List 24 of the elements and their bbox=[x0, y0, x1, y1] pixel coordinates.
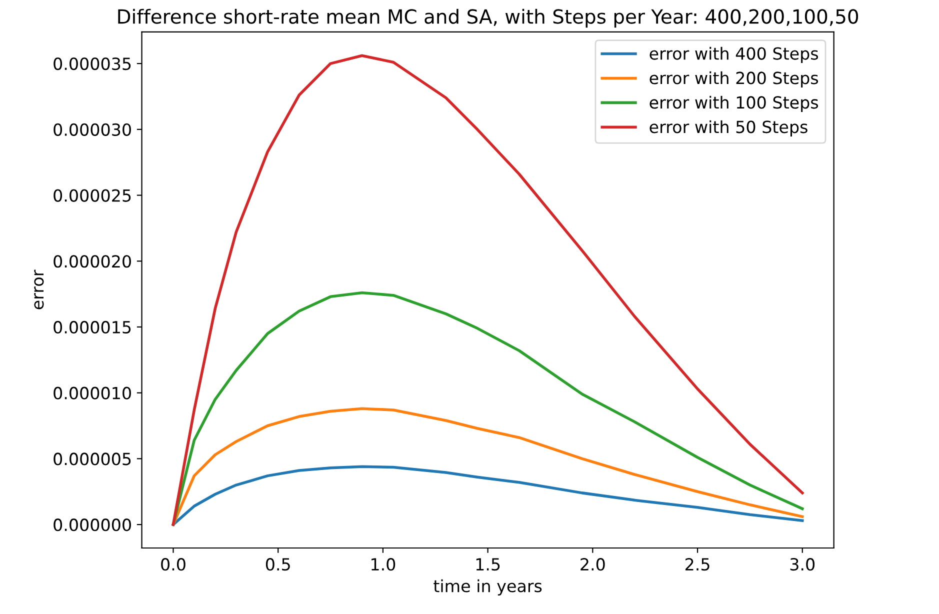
y-axis-title: error bbox=[34, 270, 44, 310]
x-tick-label: 2.0 bbox=[580, 558, 605, 571]
y-tick-label: 0.000020 bbox=[54, 255, 131, 268]
y-tick-label: 0.000005 bbox=[54, 452, 131, 466]
x-tick-label: 1.5 bbox=[476, 558, 500, 571]
x-axis-title: time in years bbox=[434, 579, 542, 596]
y-tick-label: 0.000025 bbox=[54, 189, 131, 202]
x-tick-label: 2.5 bbox=[685, 558, 710, 571]
y-tick-label: 0.000010 bbox=[54, 386, 131, 400]
x-tick-label: 0.0 bbox=[161, 558, 186, 571]
line-series bbox=[172, 465, 804, 526]
legend-label: error with 400 Steps bbox=[650, 46, 818, 64]
x-tick-label: 0.5 bbox=[266, 558, 290, 571]
legend-label: error with 200 Steps bbox=[650, 71, 818, 88]
y-tick-label: 0.000000 bbox=[54, 518, 131, 532]
legend-label: error with 100 Steps bbox=[650, 96, 818, 112]
line-series bbox=[172, 407, 804, 526]
x-tick-label: 1.0 bbox=[372, 558, 396, 571]
y-tick-label: 0.000035 bbox=[54, 58, 131, 70]
chart-title: Difference short-rate mean MC and SA, with Steps per Year: 400,200,100,50 bbox=[118, 8, 858, 28]
legend-label: error with 50 Steps bbox=[650, 120, 808, 136]
x-tick-label: 3.0 bbox=[790, 558, 815, 571]
y-tick-label: 0.000030 bbox=[54, 123, 131, 136]
y-tick-label: 0.000015 bbox=[54, 320, 131, 334]
